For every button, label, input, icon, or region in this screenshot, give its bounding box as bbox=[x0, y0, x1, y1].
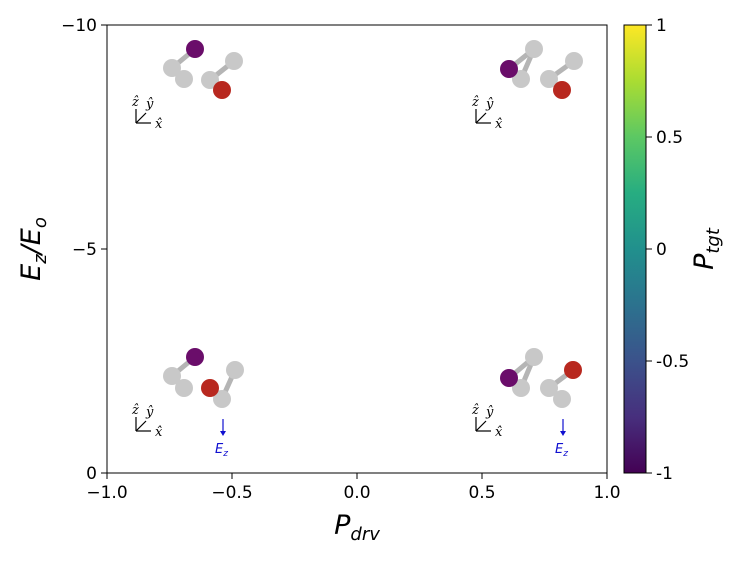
inset-bottom-left: ẑ ŷx̂ Ez bbox=[126, 345, 251, 463]
x-axis-label: x̂ bbox=[155, 425, 163, 440]
colorbar-tick-label: -1 bbox=[656, 464, 673, 484]
gray-atom bbox=[525, 40, 543, 58]
y-tick-label: 0 bbox=[86, 464, 97, 484]
purple-atom bbox=[500, 60, 518, 78]
colorbar-tick-label: 0.5 bbox=[656, 128, 683, 148]
red-atom bbox=[564, 361, 582, 379]
y-axis-label: ŷ bbox=[145, 405, 154, 420]
purple-atom bbox=[186, 40, 204, 58]
y-axis-label: Ez/Eo bbox=[16, 217, 51, 281]
colorbar bbox=[623, 24, 647, 474]
gray-atom bbox=[512, 70, 530, 88]
gray-atom bbox=[512, 379, 530, 397]
field-arrowhead bbox=[220, 431, 226, 436]
y-axis-arrow bbox=[475, 420, 487, 432]
gray-atom bbox=[175, 379, 193, 397]
y-axis-ticks: 0 −5 −10 bbox=[61, 16, 107, 484]
z-axis-label: ẑ bbox=[131, 403, 139, 418]
x-tick-label: 0.5 bbox=[468, 483, 495, 503]
red-atom bbox=[201, 379, 219, 397]
inset-top-left: ẑ ŷx̂ bbox=[126, 37, 251, 134]
z-axis-label: ẑ bbox=[471, 403, 479, 418]
y-axis-label: ŷ bbox=[485, 405, 494, 420]
x-tick-label: −0.5 bbox=[211, 483, 252, 503]
gray-atom bbox=[226, 361, 244, 379]
colorbar-label: Ptgt bbox=[689, 227, 724, 270]
gray-atom bbox=[525, 348, 543, 366]
colorbar-ticks: 1 0.5 0 -0.5 -1 bbox=[646, 16, 689, 484]
gray-atom bbox=[225, 52, 243, 70]
red-atom bbox=[213, 81, 231, 99]
x-axis-label: x̂ bbox=[495, 117, 503, 132]
x-axis-label: Pdrv bbox=[334, 510, 380, 545]
y-axis-arrow bbox=[135, 420, 147, 432]
z-axis-label: ẑ bbox=[131, 95, 139, 110]
gray-atom bbox=[201, 71, 219, 89]
inset-top-right: ẑ ŷx̂ bbox=[466, 37, 591, 134]
y-tick-label: −10 bbox=[61, 16, 97, 36]
colorbar-tick-label: -0.5 bbox=[656, 352, 689, 372]
red-atom bbox=[553, 81, 571, 99]
field-label: Ez bbox=[215, 442, 228, 459]
y-tick-label: −5 bbox=[72, 240, 97, 260]
y-axis-label: ŷ bbox=[145, 97, 154, 112]
field-label: Ez bbox=[555, 442, 568, 459]
gray-atom bbox=[553, 390, 571, 408]
y-axis-arrow bbox=[475, 112, 487, 124]
inset-bottom-right: ẑ ŷx̂ Ez bbox=[466, 345, 591, 463]
molecule-insets: ẑ ŷx̂ẑ ŷx̂ẑ ŷx̂Ezẑ ŷx̂Ez bbox=[126, 37, 591, 463]
gray-atom bbox=[540, 379, 558, 397]
gray-atom bbox=[163, 367, 181, 385]
y-axis-label: ŷ bbox=[485, 97, 494, 112]
x-axis-label: x̂ bbox=[155, 117, 163, 132]
gray-atom bbox=[163, 59, 181, 77]
x-axis-ticks: −1.0 −0.5 0.0 0.5 1.0 bbox=[86, 473, 621, 503]
purple-atom bbox=[500, 369, 518, 387]
gray-atom bbox=[213, 390, 231, 408]
colorbar-tick-label: 0 bbox=[656, 240, 667, 260]
x-tick-label: 0.0 bbox=[343, 483, 370, 503]
x-tick-label: 1.0 bbox=[593, 483, 620, 503]
x-axis-label: x̂ bbox=[495, 425, 503, 440]
colorbar-tick-label: 1 bbox=[656, 16, 667, 36]
y-axis-arrow bbox=[135, 112, 147, 124]
purple-atom bbox=[186, 348, 204, 366]
gray-atom bbox=[175, 70, 193, 88]
field-arrowhead bbox=[560, 431, 566, 436]
gray-atom bbox=[540, 70, 558, 88]
z-axis-label: ẑ bbox=[471, 95, 479, 110]
gray-atom bbox=[565, 52, 583, 70]
x-tick-label: −1.0 bbox=[86, 483, 127, 503]
